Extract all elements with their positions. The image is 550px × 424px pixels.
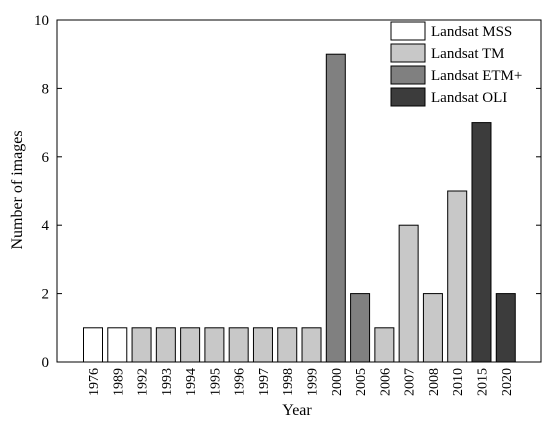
bar — [83, 327, 103, 363]
bar — [131, 327, 152, 363]
plot-area: 0 2 4 6 8 10 1976 1989 1992 1993 1994 1995 1996 1997 1… — [34, 13, 542, 396]
bar — [228, 327, 249, 363]
bar — [422, 293, 443, 363]
x-tick-label: 2008 — [427, 368, 442, 396]
legend-swatch — [390, 87, 426, 107]
bar — [350, 293, 371, 363]
x-tick-label: 2010 — [451, 368, 466, 396]
y-tick-label: 0 — [42, 355, 50, 371]
x-tick-label: 1995 — [208, 368, 223, 396]
x-tick-label: 1998 — [281, 368, 296, 396]
y-tick-label: 6 — [42, 150, 50, 166]
y-tick-label: 2 — [42, 287, 50, 303]
bar — [398, 224, 419, 363]
legend-swatch — [390, 65, 426, 85]
bar — [495, 293, 516, 363]
legend-label: Landsat TM — [431, 46, 504, 62]
bar — [374, 327, 395, 363]
bar — [107, 327, 128, 363]
x-tick-label: 2007 — [403, 368, 418, 396]
x-tick-label: 1999 — [306, 368, 321, 396]
legend-label: Landsat MSS — [431, 24, 512, 40]
legend-swatch — [390, 21, 426, 41]
y-tick-label: 4 — [42, 218, 50, 234]
x-tick-label: 2005 — [354, 368, 369, 396]
y-axis-label: Number of images — [9, 130, 26, 249]
bar — [301, 327, 322, 363]
x-tick-label: 1994 — [184, 368, 199, 396]
bar — [277, 327, 298, 363]
legend-swatch — [390, 43, 426, 63]
bar — [325, 53, 346, 363]
x-tick-label: 1996 — [233, 368, 248, 396]
x-tick-label: 1976 — [87, 368, 102, 396]
bar — [155, 327, 176, 363]
legend: Landsat MSS Landsat TM Landsat ETM+ Landsat… — [390, 21, 522, 107]
bar — [252, 327, 273, 363]
x-tick-label: 1993 — [160, 368, 175, 396]
x-tick-label: 2006 — [378, 368, 393, 396]
y-tick-label: 8 — [42, 81, 50, 97]
x-tick-label: 2000 — [330, 368, 345, 396]
bar — [471, 122, 492, 363]
x-tick-label: 1992 — [136, 368, 151, 396]
x-tick-label: 2020 — [500, 368, 515, 396]
y-tick-label: 10 — [34, 13, 49, 29]
bar — [180, 327, 201, 363]
bar — [447, 190, 468, 363]
x-tick-label: 2015 — [475, 368, 490, 396]
x-axis-label: Year — [282, 402, 312, 419]
legend-label: Landsat OLI — [431, 90, 507, 106]
legend-label: Landsat ETM+ — [431, 68, 522, 84]
bar — [204, 327, 225, 363]
plot-frame — [56, 19, 542, 363]
x-tick-label: 1997 — [257, 368, 272, 396]
x-tick-label: 1989 — [111, 368, 126, 396]
